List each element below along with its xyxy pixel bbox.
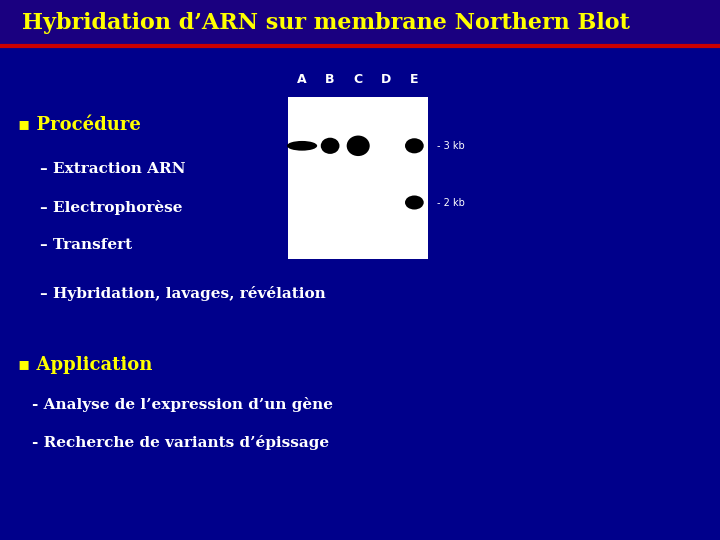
Text: - Analyse de l’expression d’un gène: - Analyse de l’expression d’un gène bbox=[32, 397, 333, 412]
Text: – Transfert: – Transfert bbox=[40, 238, 132, 252]
Text: – Hybridation, lavages, révélation: – Hybridation, lavages, révélation bbox=[40, 286, 325, 301]
Text: - 2 kb: - 2 kb bbox=[437, 198, 465, 207]
Ellipse shape bbox=[321, 138, 340, 154]
Text: A: A bbox=[297, 73, 307, 86]
Bar bbox=[288, 97, 428, 259]
Ellipse shape bbox=[347, 136, 370, 156]
Text: E: E bbox=[410, 73, 418, 86]
Ellipse shape bbox=[405, 138, 423, 153]
Text: - Recherche de variants d’épissage: - Recherche de variants d’épissage bbox=[32, 435, 330, 450]
Text: - 3 kb: - 3 kb bbox=[437, 141, 465, 151]
Text: D: D bbox=[381, 73, 392, 86]
Text: – Electrophorèse: – Electrophorèse bbox=[40, 200, 182, 215]
Text: – Extraction ARN: – Extraction ARN bbox=[40, 162, 185, 176]
Text: ▪ Application: ▪ Application bbox=[18, 356, 153, 374]
Bar bbox=[0, 0, 720, 46]
Ellipse shape bbox=[287, 141, 318, 151]
Ellipse shape bbox=[405, 195, 423, 210]
Text: B: B bbox=[325, 73, 335, 86]
Text: ▪ Procédure: ▪ Procédure bbox=[18, 116, 141, 134]
Text: Hybridation d’ARN sur membrane Northern Blot: Hybridation d’ARN sur membrane Northern … bbox=[22, 12, 629, 34]
Text: C: C bbox=[354, 73, 363, 86]
